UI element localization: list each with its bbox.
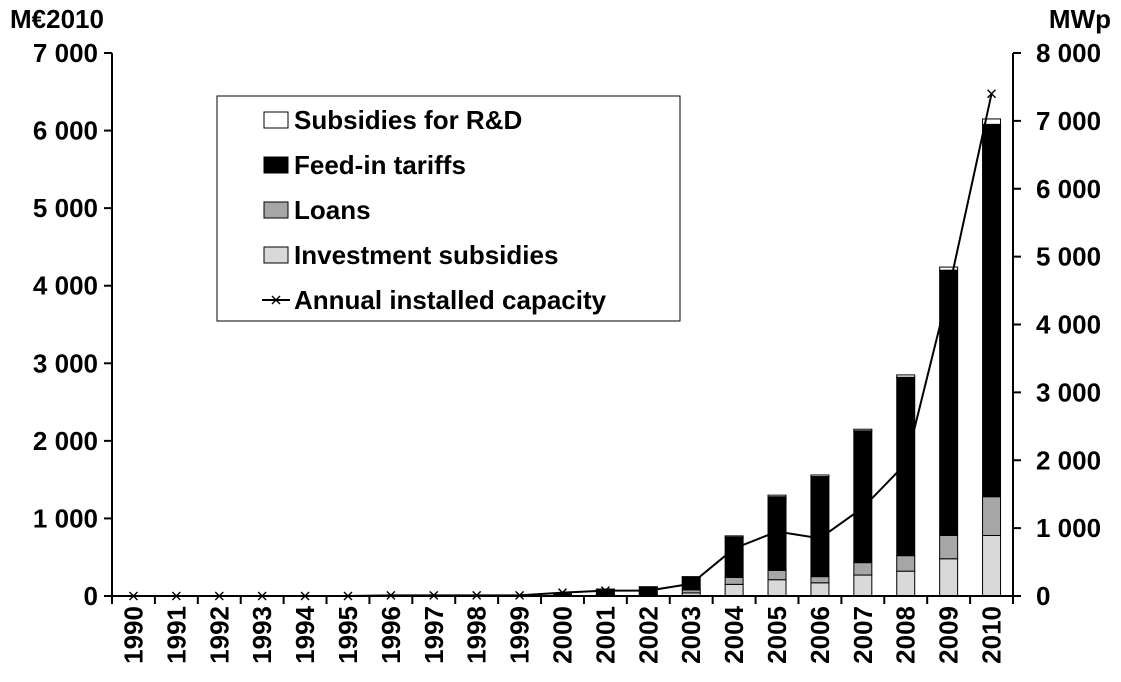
y-left-tick-label: 3 000 [33, 348, 98, 378]
legend-item-subsidies-for-r-d: Subsidies for R&D [263, 105, 522, 135]
bar-subsidies-for-r-d-2005 [767, 494, 787, 498]
legend-group: Subsidies for R&D Feed-in tariffs Loans Inv… [216, 95, 681, 322]
x-tick-label-2002: 2002 [633, 606, 663, 664]
y-left-tick-label: 4 000 [33, 271, 98, 301]
x-tick-label-1997: 1997 [419, 606, 449, 664]
bar-subsidies-for-r-d-2003 [681, 576, 701, 578]
point-annual-installed-capacity-2009 [944, 286, 954, 296]
bar-loans-2004 [724, 576, 744, 585]
bar-subsidies-for-r-d-2006 [810, 474, 830, 478]
point-annual-installed-capacity-2007 [858, 503, 868, 513]
point-annual-installed-capacity-2003 [686, 579, 696, 589]
bar-feed-in-tariffs-2010 [982, 123, 1002, 498]
labels-group: M€2010 MWp [10, 4, 1111, 34]
legend-label: Loans [294, 195, 371, 225]
x-tick-label-1999: 1999 [505, 606, 535, 664]
y-left-tick-label: 0 [84, 581, 98, 611]
bar-feed-in-tariffs-2009 [939, 269, 959, 536]
y-left-tick-label: 1 000 [33, 503, 98, 533]
legend-item-annual-installed-capacity: Annual installed capacity [262, 285, 607, 315]
bar-subsidies-for-r-d-2010 [982, 118, 1002, 125]
x-tick-label-1992: 1992 [204, 606, 234, 664]
legend-item-investment-subsidies: Investment subsidies [263, 240, 558, 270]
legend-item-feed-in-tariffs: Feed-in tariffs [263, 150, 466, 180]
point-annual-installed-capacity-2005 [772, 527, 782, 537]
legend-box [216, 95, 681, 322]
bar-loans-2009 [939, 534, 959, 560]
x-tick-label-1990: 1990 [118, 606, 148, 664]
bar-investment-subsidies-2008 [896, 570, 916, 597]
bar-loans-2008 [896, 555, 916, 572]
bar-investment-subsidies-2009 [939, 558, 959, 597]
axes-group: 0 1 000 2 000 3 000 4 000 5 000 6 000 7 000 0 1 0… [33, 38, 1101, 664]
y-right-tick-label: 2 000 [1036, 445, 1101, 475]
legend-label: Annual installed capacity [294, 285, 607, 315]
bar-investment-subsidies-2005 [767, 579, 787, 597]
x-tick-label-2004: 2004 [719, 605, 749, 663]
x-tick-label-1996: 1996 [376, 606, 406, 664]
legend-item-loans: Loans [263, 195, 371, 225]
legend-swatch [263, 246, 289, 264]
y-right-tick-label: 7 000 [1036, 106, 1101, 136]
right-axis-unit: MWp [1049, 4, 1111, 34]
point-annual-installed-capacity-2001 [600, 586, 610, 596]
bars-group [510, 118, 1002, 597]
y-right-tick-label: 4 000 [1036, 310, 1101, 340]
bar-feed-in-tariffs-2008 [896, 376, 916, 557]
legend-label: Subsidies for R&D [294, 105, 522, 135]
y-right-tick-label: 5 000 [1036, 242, 1101, 272]
legend-swatch [263, 111, 289, 129]
legend-swatch [263, 201, 289, 219]
y-right-tick-label: 0 [1036, 581, 1050, 611]
y-left-tick-label: 2 000 [33, 426, 98, 456]
point-annual-installed-capacity-2004 [729, 543, 739, 553]
bar-subsidies-for-r-d-2008 [896, 374, 916, 378]
bar-subsidies-for-r-d-2004 [724, 535, 744, 538]
left-axis-unit: M€2010 [10, 4, 104, 34]
bar-feed-in-tariffs-2006 [810, 476, 830, 578]
x-tick-label-2007: 2007 [848, 606, 878, 664]
bar-investment-subsidies-2007 [853, 574, 873, 597]
bar-loans-2006 [810, 576, 830, 584]
x-tick-label-1991: 1991 [161, 606, 191, 664]
bar-subsidies-for-r-d-2009 [939, 266, 959, 271]
point-annual-installed-capacity-2002 [643, 586, 653, 596]
point-annual-installed-capacity-2010 [987, 89, 997, 99]
bar-investment-subsidies-2004 [724, 583, 744, 597]
x-tick-label-2010: 2010 [977, 606, 1007, 664]
x-tick-label-1993: 1993 [247, 606, 277, 664]
x-tick-label-2003: 2003 [676, 606, 706, 664]
x-tick-label-1998: 1998 [462, 606, 492, 664]
y-left-tick-label: 6 000 [33, 116, 98, 146]
point-annual-installed-capacity-2008 [901, 459, 911, 469]
y-right-tick-label: 1 000 [1036, 513, 1101, 543]
x-tick-label-2001: 2001 [590, 606, 620, 664]
x-tick-label-1994: 1994 [290, 605, 320, 663]
bar-feed-in-tariffs-2004 [724, 536, 744, 578]
legend-label: Investment subsidies [294, 240, 558, 270]
x-tick-label-2006: 2006 [805, 606, 835, 664]
y-right-tick-label: 3 000 [1036, 377, 1101, 407]
bar-subsidies-for-r-d-2007 [853, 428, 873, 432]
y-left-tick-label: 5 000 [33, 193, 98, 223]
bar-feed-in-tariffs-2007 [853, 430, 873, 564]
bar-investment-subsidies-2006 [810, 582, 830, 597]
x-tick-label-2008: 2008 [891, 606, 921, 664]
y-left-tick-label: 7 000 [33, 38, 98, 68]
x-tick-label-2000: 2000 [548, 606, 578, 664]
y-right-tick-label: 6 000 [1036, 174, 1101, 204]
point-annual-installed-capacity-2006 [815, 533, 825, 543]
x-tick-label-2005: 2005 [762, 606, 792, 664]
x-tick-label-1995: 1995 [333, 606, 363, 664]
legend-label: Feed-in tariffs [294, 150, 466, 180]
x-tick-label-2009: 2009 [934, 606, 964, 664]
legend-swatch [263, 156, 289, 174]
bar-investment-subsidies-2010 [982, 534, 1002, 597]
bar-loans-2005 [767, 569, 787, 581]
bar-loans-2007 [853, 562, 873, 576]
bar-loans-2010 [982, 496, 1002, 536]
y-right-tick-label: 8 000 [1036, 38, 1101, 68]
